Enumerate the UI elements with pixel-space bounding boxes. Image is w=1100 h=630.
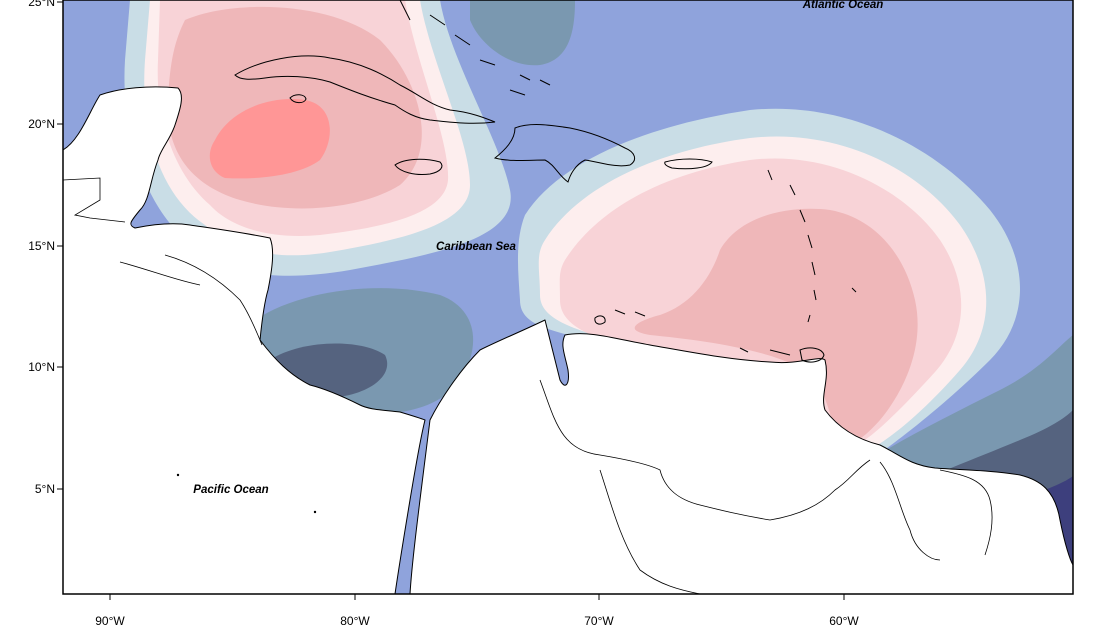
south-america-land bbox=[409, 319, 1073, 594]
lesser-antilles-islands bbox=[739, 169, 857, 356]
hispaniola-island bbox=[493, 124, 636, 183]
lat-tick-label: 15°N bbox=[28, 239, 55, 253]
south-america-borders bbox=[539, 379, 993, 594]
cuba-island bbox=[234, 55, 496, 124]
band-positive-strong-west bbox=[209, 99, 330, 179]
band-negative-medium-north bbox=[470, 0, 575, 66]
lon-tick-label: 60°W bbox=[829, 614, 859, 628]
band-positive-medium-east bbox=[634, 208, 918, 444]
mexico-guatemala-border bbox=[63, 177, 126, 223]
trinidad-island bbox=[799, 347, 825, 363]
caribbean-sea-label: Caribbean Sea bbox=[436, 241, 516, 253]
atlantic-ocean-label: Atlantic Ocean bbox=[802, 0, 884, 11]
plot-frame bbox=[62, 0, 1074, 595]
lat-tick-label: 10°N bbox=[28, 360, 55, 374]
bahamas-islands bbox=[399, 0, 551, 96]
isle-of-youth bbox=[289, 94, 307, 104]
pacific-islet bbox=[176, 473, 180, 477]
central-america-borders bbox=[119, 254, 263, 346]
latitude-axis: 25°N 20°N 15°N 10°N 5°N bbox=[28, 0, 63, 496]
land-layer bbox=[63, 0, 1073, 594]
longitude-axis: 90°W 80°W 70°W 60°W bbox=[95, 594, 859, 628]
lon-tick-label: 70°W bbox=[584, 614, 614, 628]
lat-tick-label: 25°N bbox=[28, 0, 55, 9]
lon-tick-label: 80°W bbox=[340, 614, 370, 628]
lat-tick-label: 20°N bbox=[28, 117, 55, 131]
central-america-land bbox=[63, 86, 426, 594]
lat-tick-label: 5°N bbox=[35, 482, 55, 496]
puerto-rico-island bbox=[664, 158, 713, 170]
pacific-islet-2 bbox=[313, 510, 317, 514]
pacific-ocean-label: Pacific Ocean bbox=[193, 484, 268, 496]
abc-islands bbox=[594, 309, 646, 325]
lon-tick-label: 90°W bbox=[95, 614, 125, 628]
jamaica-island bbox=[394, 158, 443, 175]
